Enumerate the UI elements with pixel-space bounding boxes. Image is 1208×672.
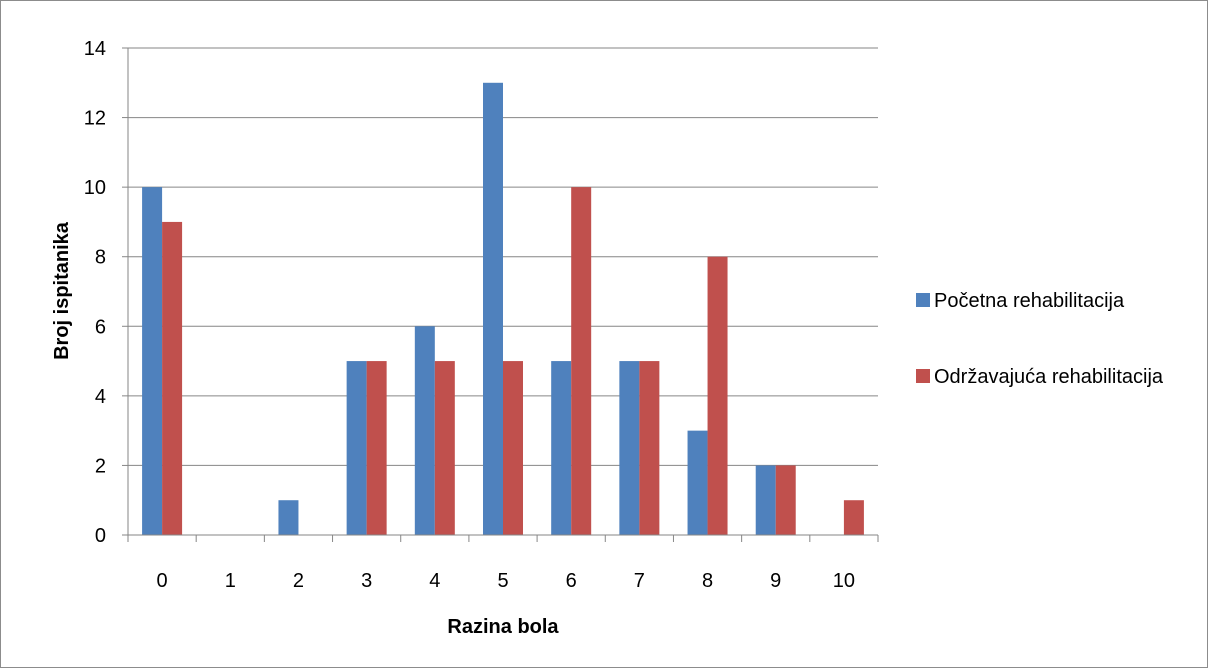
bars [142, 82, 864, 536]
legend-swatch [916, 369, 930, 383]
x-tick-label: 5 [497, 570, 508, 592]
x-tick-label: 0 [157, 570, 168, 592]
x-tick-label: 6 [566, 570, 577, 592]
bar [414, 326, 435, 535]
x-tick-label: 9 [770, 570, 781, 592]
bar [707, 256, 728, 535]
x-tick-label: 10 [833, 570, 855, 592]
y-tick-label: 10 [84, 177, 106, 199]
x-tick-label: 1 [225, 570, 236, 592]
bar [687, 430, 708, 535]
axes [127, 48, 878, 536]
x-tick-label: 8 [702, 570, 713, 592]
y-tick-label: 14 [84, 38, 106, 60]
bar [346, 361, 367, 535]
y-tick-label: 8 [95, 247, 106, 269]
legend-swatch [916, 293, 930, 307]
x-tick-labels: 0 1 2 3 4 5 6 7 8 9 10 [127, 535, 879, 592]
y-tick-label: 4 [95, 386, 106, 408]
y-tick-label: 0 [95, 525, 106, 547]
bar [278, 500, 299, 535]
x-tick-label: 3 [361, 570, 372, 592]
x-axis-label: Razina bola [447, 616, 559, 638]
bar [755, 465, 776, 535]
y-tick-label: 6 [95, 316, 106, 338]
legend-label: Održavajuća rehabilitacija [934, 366, 1164, 388]
x-tick-label: 2 [293, 570, 304, 592]
x-tick-label: 7 [634, 570, 645, 592]
bar [483, 82, 503, 536]
bar [639, 361, 660, 535]
bar [775, 465, 796, 535]
x-tick-label: 4 [429, 570, 440, 592]
bar [843, 500, 864, 535]
legend: Početna rehabilitacija Održavajuća rehabi… [916, 290, 1164, 388]
bar [434, 361, 455, 535]
bar [142, 187, 163, 535]
y-tick-labels: 0 2 4 6 8 10 12 14 [84, 38, 128, 547]
y-axis-label: Broj ispitanika [51, 221, 73, 360]
legend-label: Početna rehabilitacija [934, 290, 1125, 312]
bar [503, 361, 523, 535]
bar [366, 361, 387, 535]
bar [162, 221, 183, 535]
bar [551, 361, 572, 535]
bar [619, 361, 640, 535]
y-tick-label: 2 [95, 455, 106, 477]
bar [571, 187, 592, 535]
y-tick-label: 12 [84, 108, 106, 130]
